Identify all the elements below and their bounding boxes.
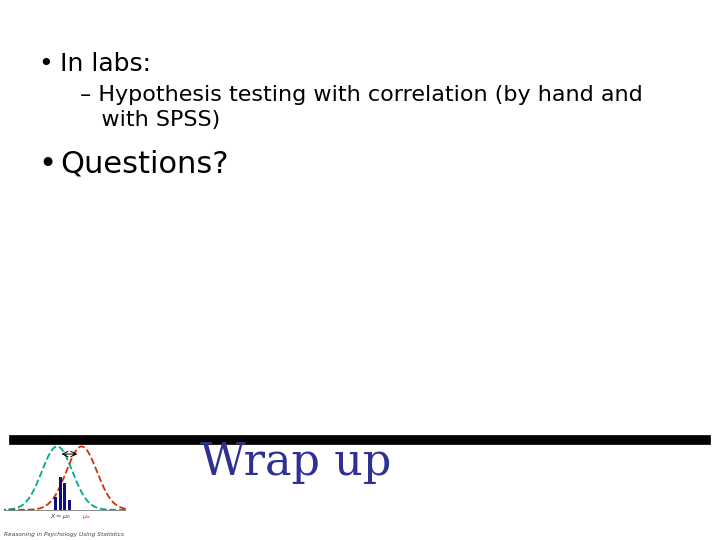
Text: with SPSS): with SPSS): [80, 110, 220, 130]
Text: Wrap up: Wrap up: [200, 441, 392, 484]
Bar: [68, 501, 71, 510]
Text: •: •: [38, 150, 56, 179]
Text: •: •: [38, 52, 53, 76]
Bar: [63, 483, 66, 510]
Text: Questions?: Questions?: [60, 150, 228, 179]
Text: $\mu_a$: $\mu_a$: [82, 513, 91, 521]
Bar: [59, 477, 62, 510]
Text: – Hypothesis testing with correlation (by hand and: – Hypothesis testing with correlation (b…: [80, 85, 643, 105]
Text: $X=\mu_0$: $X=\mu_0$: [50, 512, 71, 521]
Text: In labs:: In labs:: [60, 52, 151, 76]
Text: Reasoning in Psychology Using Statistics: Reasoning in Psychology Using Statistics: [4, 532, 123, 537]
Bar: [54, 497, 57, 510]
